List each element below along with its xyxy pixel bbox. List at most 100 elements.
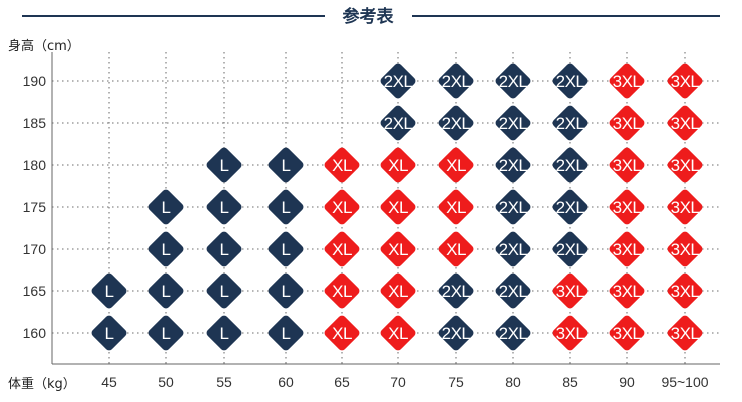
size-badge-diamond (667, 63, 703, 99)
size-badge-diamond (148, 189, 184, 225)
x-tick-label: 80 (505, 374, 521, 390)
size-badge: 2XL (552, 105, 588, 141)
size-badge-label: L (105, 324, 114, 343)
size-badge-label: L (105, 282, 114, 301)
size-badge: 3XL (609, 105, 645, 141)
x-tick-label: 55 (216, 374, 232, 390)
size-badge-label: XL (446, 156, 466, 175)
size-badge-diamond (380, 147, 416, 183)
size-badge-label: XL (332, 324, 352, 343)
size-badge-diamond (438, 189, 474, 225)
size-badge-diamond (268, 273, 304, 309)
size-badge-diamond (380, 189, 416, 225)
size-badge-label: XL (332, 156, 352, 175)
size-badge-diamond (438, 147, 474, 183)
x-axis-label: 体重（kg） (8, 376, 76, 392)
size-badge: 3XL (667, 315, 703, 351)
size-badge: 2XL (438, 63, 474, 99)
y-tick-label: 165 (23, 283, 47, 299)
size-badge: 3XL (667, 273, 703, 309)
size-badge-diamond (552, 315, 588, 351)
size-badge-label: XL (388, 198, 408, 217)
size-badge-label: L (282, 324, 291, 343)
size-badge-diamond (495, 273, 531, 309)
size-badge-label: XL (332, 198, 352, 217)
size-badge-label: L (162, 324, 171, 343)
size-badge-diamond (438, 105, 474, 141)
size-badge-label: 3XL (556, 282, 585, 301)
size-badge: 2XL (438, 315, 474, 351)
size-badge-label: 3XL (613, 324, 642, 343)
size-badge-label: 3XL (671, 72, 700, 91)
size-badge-label: 2XL (442, 324, 471, 343)
size-badge: 3XL (609, 231, 645, 267)
x-tick-label: 60 (278, 374, 294, 390)
size-badge: 3XL (609, 273, 645, 309)
size-badge-label: 2XL (442, 282, 471, 301)
y-tick-label: 190 (23, 73, 47, 89)
size-badge-label: 2XL (556, 240, 585, 259)
size-badge: 2XL (495, 273, 531, 309)
size-badge-diamond (206, 315, 242, 351)
size-badge-label: 3XL (671, 324, 700, 343)
y-tick-label: 170 (23, 241, 47, 257)
size-badge: L (206, 147, 242, 183)
size-badge-label: 2XL (384, 72, 413, 91)
size-badge: L (268, 231, 304, 267)
size-badge-diamond (552, 231, 588, 267)
size-badge-diamond (552, 273, 588, 309)
size-badge-label: 3XL (671, 114, 700, 133)
x-tick-label: 85 (562, 374, 578, 390)
size-badge: L (148, 231, 184, 267)
y-tick-label: 185 (23, 115, 47, 131)
size-badge-label: 3XL (671, 282, 700, 301)
y-tick-label: 160 (23, 325, 47, 341)
size-badge: XL (324, 231, 360, 267)
size-badge-label: 2XL (442, 114, 471, 133)
size-badge-diamond (324, 315, 360, 351)
size-badge-label: 2XL (442, 72, 471, 91)
size-badge-diamond (206, 231, 242, 267)
size-badge-diamond (148, 231, 184, 267)
size-badge-label: 3XL (613, 156, 642, 175)
size-badge-label: 3XL (671, 156, 700, 175)
size-badge: 2XL (495, 315, 531, 351)
size-badge-diamond (609, 231, 645, 267)
size-badge: XL (324, 273, 360, 309)
size-badge-label: L (282, 282, 291, 301)
size-badge-diamond (380, 273, 416, 309)
size-badge-label: L (162, 282, 171, 301)
size-badge: 3XL (609, 63, 645, 99)
size-badge-diamond (609, 147, 645, 183)
size-badge-diamond (324, 273, 360, 309)
size-badge: 2XL (552, 231, 588, 267)
size-badge-label: L (220, 156, 229, 175)
size-badge-diamond (495, 63, 531, 99)
size-badge-diamond (268, 315, 304, 351)
size-badge: 3XL (609, 189, 645, 225)
size-badge: 2XL (552, 189, 588, 225)
size-badge-diamond (206, 189, 242, 225)
size-badge: 2XL (495, 189, 531, 225)
size-badge: XL (324, 147, 360, 183)
size-badge: 2XL (495, 147, 531, 183)
size-badge-label: XL (388, 282, 408, 301)
size-badge-diamond (206, 147, 242, 183)
size-badge-label: 2XL (384, 114, 413, 133)
size-badge-diamond (609, 63, 645, 99)
size-badge: 2XL (495, 63, 531, 99)
size-badge-label: 3XL (613, 282, 642, 301)
x-tick-label: 70 (390, 374, 406, 390)
y-tick-labels: 160 165 170 175 180 185 190 (23, 73, 47, 341)
size-badge: 2XL (380, 105, 416, 141)
size-badge: L (91, 315, 127, 351)
size-badge-diamond (495, 189, 531, 225)
size-badge-label: XL (388, 240, 408, 259)
size-badge: L (148, 189, 184, 225)
size-badge: L (268, 189, 304, 225)
size-badge-label: L (282, 240, 291, 259)
size-badge-label: 2XL (556, 198, 585, 217)
size-badge-diamond (380, 315, 416, 351)
